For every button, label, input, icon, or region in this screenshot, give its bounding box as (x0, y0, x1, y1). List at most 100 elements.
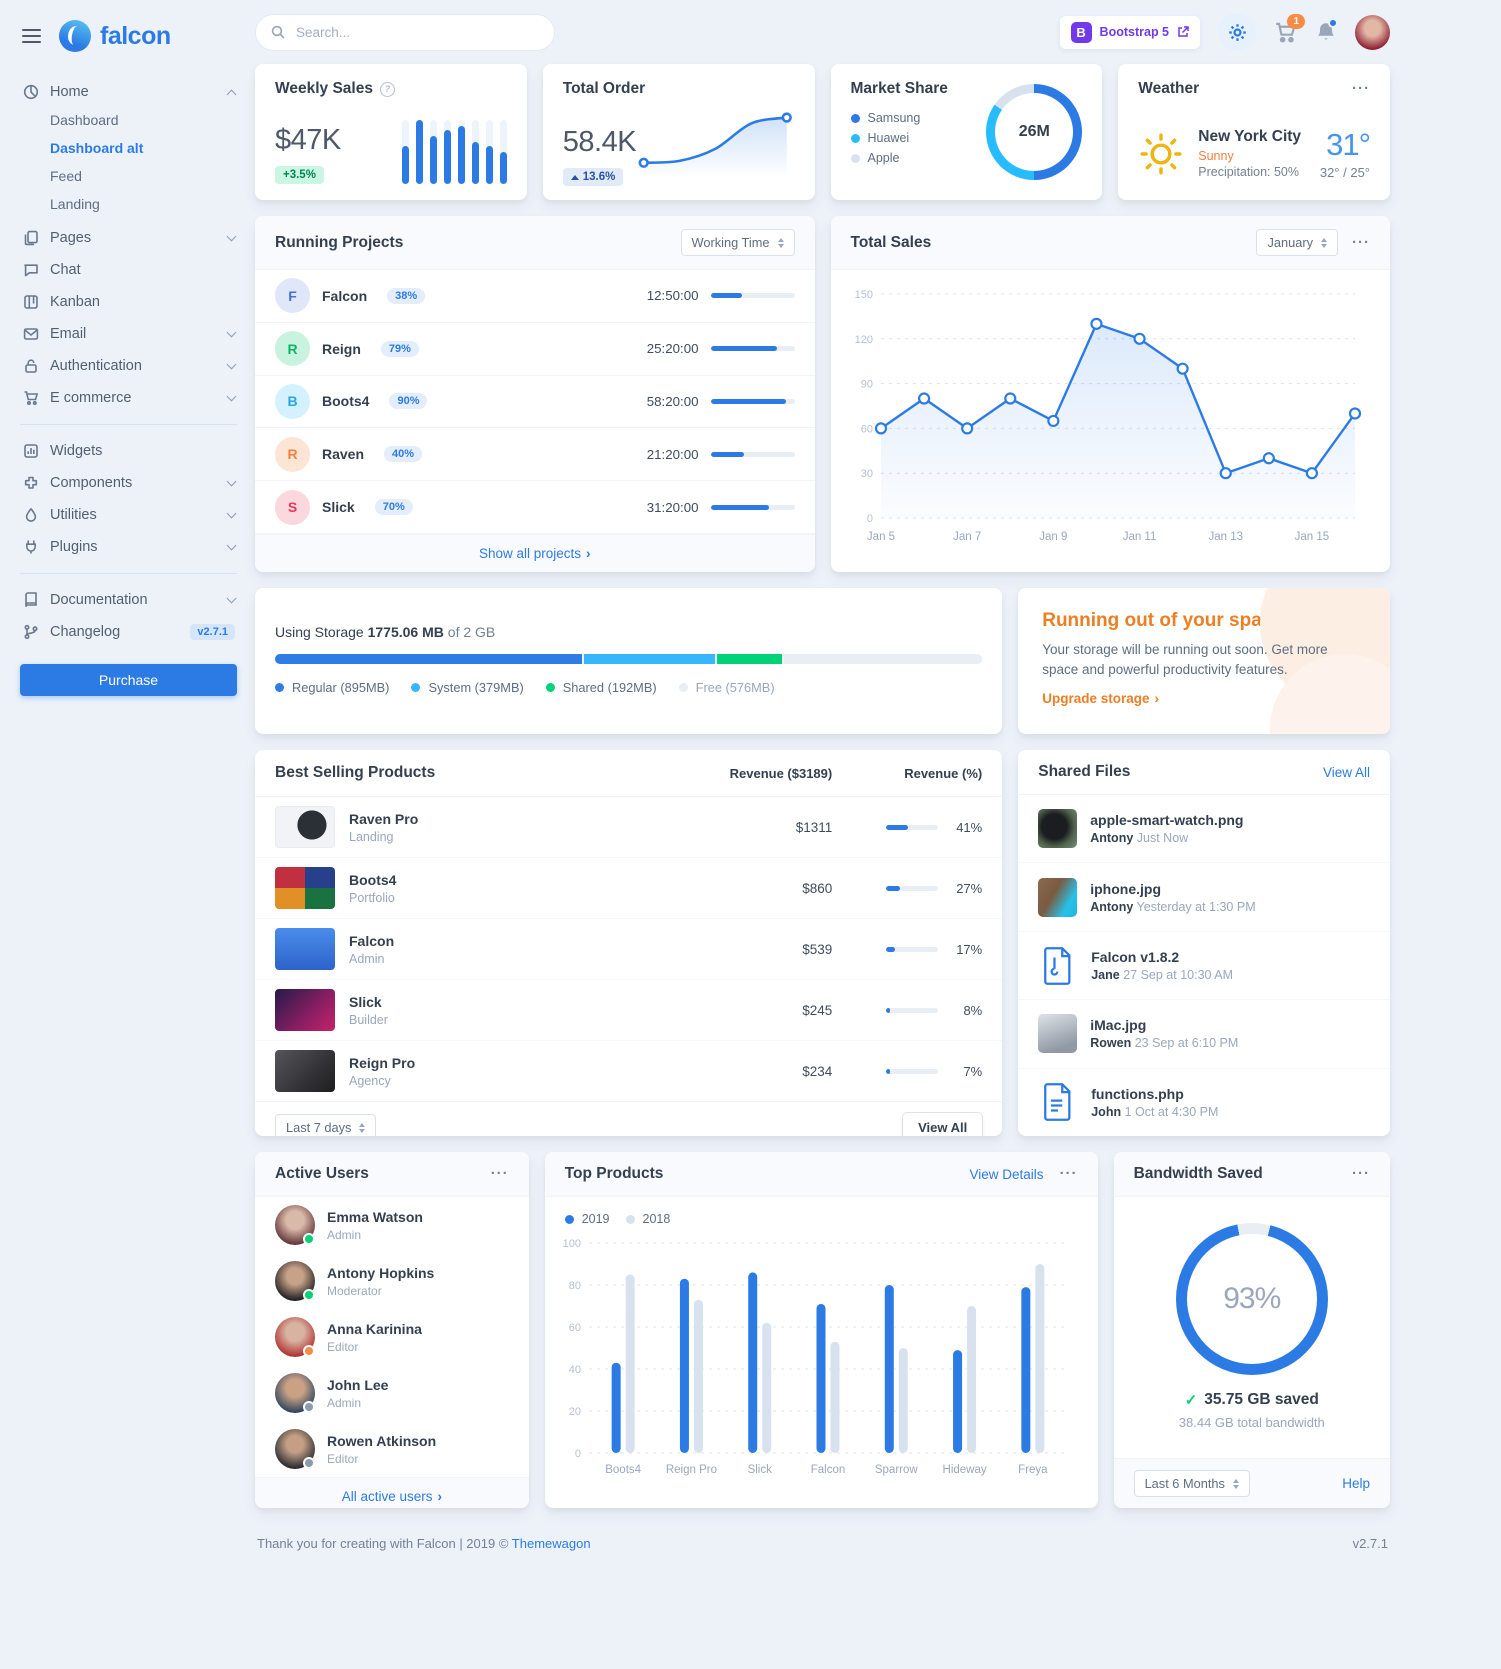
product-name-link[interactable]: Falcon (349, 932, 395, 949)
sidebar-item-landing[interactable]: Landing (50, 196, 100, 212)
purchase-button[interactable]: Purchase (20, 664, 237, 696)
card-menu-button[interactable] (491, 1169, 509, 1179)
user-name-link[interactable]: John Lee (327, 1376, 389, 1393)
svg-text:20: 20 (568, 1406, 580, 1418)
product-thumbnail (275, 989, 335, 1031)
user-avatar[interactable] (1355, 14, 1390, 50)
month-select[interactable]: January (1256, 229, 1338, 256)
sidebar-item-email[interactable]: Email (20, 318, 237, 350)
navbar-right: B Bootstrap 5 1 (1059, 13, 1390, 51)
months-select[interactable]: Last 6 Months (1133, 1470, 1250, 1497)
card-menu-button[interactable] (1352, 84, 1370, 94)
all-active-users-link[interactable]: All active users (342, 1489, 442, 1504)
bootstrap-badge-link[interactable]: B Bootstrap 5 (1059, 15, 1200, 49)
view-all-button[interactable]: View All (903, 1113, 983, 1136)
sidebar-item-components[interactable]: Components (20, 467, 237, 499)
file-name-link[interactable]: functions.php (1091, 1085, 1184, 1102)
project-row: R Raven 40% 21:20:00 (255, 428, 815, 482)
sidebar-item-plugins[interactable]: Plugins (20, 531, 237, 563)
svg-text:Jan 5: Jan 5 (866, 531, 894, 543)
sidebar-item-utilities[interactable]: Utilities (20, 499, 237, 531)
file-name-link[interactable]: Falcon v1.8.2 (1091, 949, 1180, 966)
project-name-link[interactable]: Falcon (322, 287, 368, 304)
column-header-revenue: Revenue ($3189) (729, 765, 833, 781)
info-icon[interactable] (379, 81, 395, 97)
weather-temperature: 31° (1326, 127, 1371, 162)
view-all-files-link[interactable]: View All (1322, 764, 1370, 780)
product-percent: 8% (963, 1002, 983, 1018)
user-name-link[interactable]: Anna Karinina (327, 1320, 422, 1337)
product-percent-bar (886, 885, 939, 891)
check-icon (1185, 1391, 1198, 1409)
show-all-projects-link[interactable]: Show all projects (479, 546, 591, 561)
sort-arrows-icon (1321, 237, 1327, 248)
sidebar-item-changelog[interactable]: Changelog v2.7.1 (20, 616, 237, 648)
sidebar-item-chat[interactable]: Chat (20, 254, 237, 286)
themewagon-link[interactable]: Themewagon (511, 1536, 591, 1551)
search-icon (271, 25, 285, 39)
project-progressbar (710, 451, 795, 457)
menu-toggle-button[interactable] (20, 21, 43, 51)
notifications-button[interactable] (1315, 18, 1338, 43)
legend-item: Huawei (850, 128, 948, 148)
user-name-link[interactable]: Rowen Atkinson (327, 1432, 437, 1449)
sidebar-item-kanban[interactable]: Kanban (20, 286, 237, 318)
sidebar-item-widgets[interactable]: Widgets (20, 435, 237, 467)
stats-row: Weekly Sales $47K +3.5% Total Order (255, 64, 1390, 200)
shared-files-title: Shared Files (1038, 763, 1131, 780)
settings-gear-button[interactable] (1218, 13, 1256, 51)
sidebar-item-ecommerce[interactable]: E commerce (20, 382, 237, 414)
cart-button[interactable]: 1 (1274, 13, 1305, 44)
top-products-legend-dot (625, 1214, 635, 1224)
sidebar-item-home[interactable]: Home (20, 76, 237, 108)
working-time-select[interactable]: Working Time (680, 229, 795, 256)
card-menu-button[interactable] (1060, 1169, 1078, 1179)
chevron-down-icon (226, 391, 237, 402)
sidebar-item-documentation[interactable]: Documentation (20, 584, 237, 616)
sidebar-item-authentication[interactable]: Authentication (20, 350, 237, 382)
product-percent: 7% (963, 1063, 983, 1079)
bandwidth-total: 38.44 GB total bandwidth (1178, 1415, 1325, 1430)
product-name-link[interactable]: Reign Pro (349, 1054, 416, 1071)
time-range-select[interactable]: Last 7 days (275, 1114, 377, 1136)
project-name-link[interactable]: Slick (322, 499, 355, 516)
weekly-sales-chart (401, 120, 507, 184)
sidebar-item-pages[interactable]: Pages (20, 222, 237, 254)
top-products-card: Top Products View Details 2019 2018 0 20 4… (544, 1152, 1098, 1508)
brand-row: falcon (20, 10, 237, 62)
market-share-legend-dot (850, 153, 860, 163)
user-photo (275, 1429, 315, 1469)
brand-logo[interactable]: falcon (59, 20, 171, 52)
project-time: 21:20:00 (646, 446, 699, 462)
help-link[interactable]: Help (1342, 1476, 1370, 1491)
card-menu-button[interactable] (1352, 1169, 1370, 1179)
user-photo (275, 1205, 315, 1245)
user-name-link[interactable]: Emma Watson (327, 1208, 423, 1225)
product-row: Boots4 Portfolio $860 27% (255, 858, 1003, 919)
card-menu-button[interactable] (1352, 238, 1370, 248)
upgrade-storage-link[interactable]: Upgrade storage (1042, 691, 1366, 706)
svg-text:60: 60 (860, 423, 872, 435)
file-name-link[interactable]: iMac.jpg (1090, 1017, 1147, 1034)
storage-segment (716, 654, 783, 664)
project-name-link[interactable]: Raven (322, 446, 365, 463)
project-row: B Boots4 90% 58:20:00 (255, 376, 815, 429)
sidebar-item-dashboard[interactable]: Dashboard (50, 112, 119, 128)
product-name-link[interactable]: Boots4 (349, 871, 397, 888)
product-name-link[interactable]: Raven Pro (349, 810, 419, 827)
file-time: 23 Sep at 6:10 PM (1134, 1036, 1239, 1051)
file-name-link[interactable]: apple-smart-watch.png (1090, 812, 1244, 829)
projects-sales-row: Running Projects Working Time F Falcon 3… (255, 216, 1390, 572)
product-name-link[interactable]: Slick (349, 993, 382, 1010)
svg-text:Jan 15: Jan 15 (1294, 531, 1329, 543)
project-percent-badge: 79% (380, 340, 419, 357)
sidebar-item-dashboard-alt[interactable]: Dashboard alt (50, 140, 144, 156)
view-details-link[interactable]: View Details (969, 1166, 1044, 1182)
project-name-link[interactable]: Reign (322, 340, 361, 357)
bandwidth-title: Bandwidth Saved (1133, 1165, 1263, 1182)
search-input[interactable] (294, 23, 539, 41)
project-name-link[interactable]: Boots4 (322, 393, 370, 410)
user-name-link[interactable]: Antony Hopkins (327, 1264, 435, 1281)
file-name-link[interactable]: iphone.jpg (1090, 880, 1161, 897)
sidebar-item-feed[interactable]: Feed (50, 168, 82, 184)
